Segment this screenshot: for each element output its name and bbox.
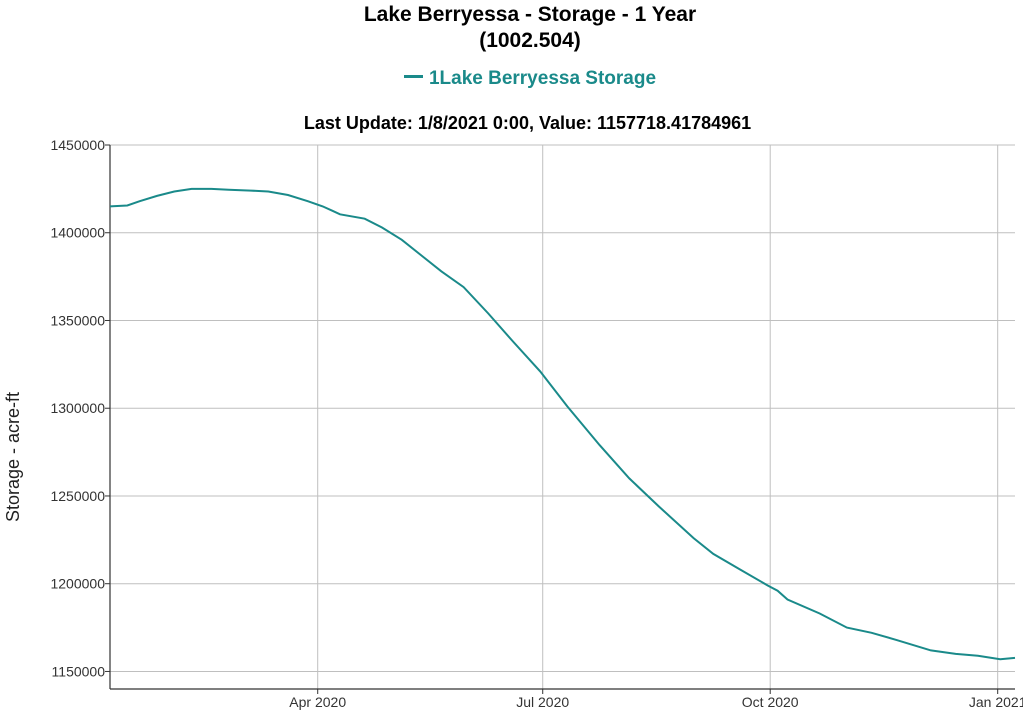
chart-subtitle: (1002.504) (479, 29, 581, 52)
y-tick-label: 1200000 (50, 576, 105, 592)
legend[interactable]: 1Lake Berryessa Storage (0, 68, 1023, 90)
series-line[interactable] (109, 187, 1016, 661)
y-tick-label: 1300000 (50, 400, 105, 416)
legend-label: 1Lake Berryessa Storage (428, 68, 657, 89)
y-axis-ticks: 1150000 1200000 1250000 1300000 1350000 14000… (50, 137, 105, 679)
y-tick-label: 1150000 (52, 663, 106, 679)
legend-swatch (403, 75, 423, 79)
y-tick-label: 1400000 (50, 225, 105, 241)
y-tick-label: 1350000 (50, 312, 105, 328)
x-tick-label: Apr 2020 (289, 694, 346, 710)
x-tick-label: Jan 2021 (969, 694, 1023, 710)
last-update-text: Last Update: 1/8/2021 0:00, Value: 11577… (303, 113, 752, 133)
chart-title: Lake Berryessa - Storage - 1 Year (363, 3, 697, 26)
x-tick-label: Oct 2020 (742, 694, 799, 710)
y-tick-label: 1450000 (50, 137, 105, 153)
y-tick-label: 1250000 (50, 488, 105, 504)
x-tick-label: Jul 2020 (516, 694, 569, 710)
y-axis-label: Storage - acre-ft (3, 392, 23, 522)
x-axis-ticks: Apr 2020 Jul 2020 Oct 2020 Jan 2021 (289, 694, 1023, 710)
axes (105, 144, 1015, 694)
grid-lines (110, 144, 1015, 689)
